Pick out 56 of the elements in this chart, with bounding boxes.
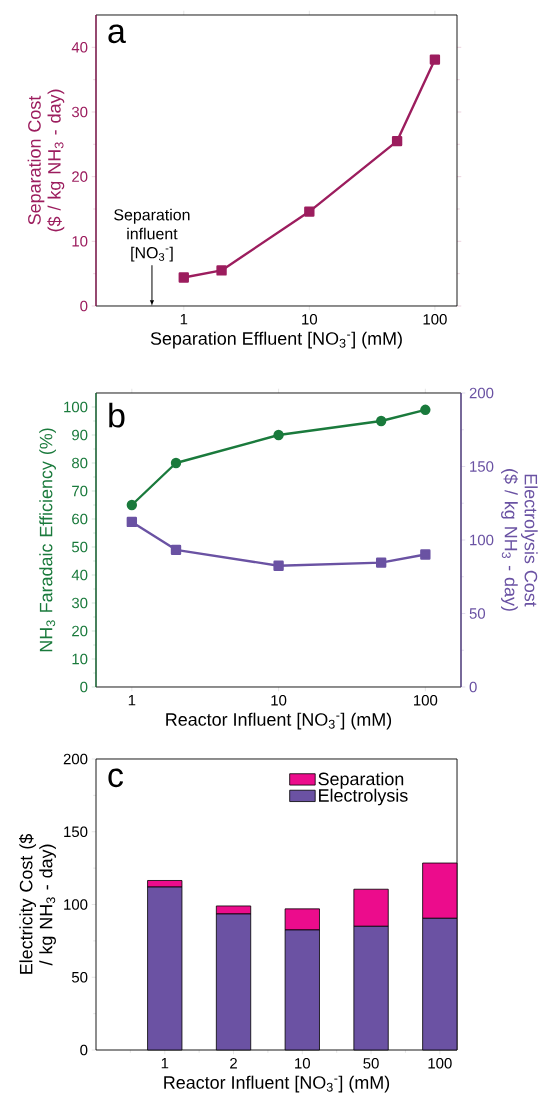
point [420,549,431,560]
y-tick-label: 90 [72,429,88,441]
y-tick-label: 40 [71,569,88,581]
y-tick-label: 70 [72,485,88,497]
y2-tick-label: 0 [469,681,477,693]
y-tick-label: 30 [71,597,88,609]
chart-title: b [109,402,125,428]
y-tick-label: 150 [64,826,88,838]
x-tick-label: 1 [161,1058,169,1069]
chart-title: c [108,768,124,788]
y-tick-label: 100 [64,899,88,910]
y-tick-label: 50 [71,971,88,983]
y2-tick-label: 150 [470,461,494,472]
y-tick-label: 10 [72,236,88,247]
x-tick-label: 10 [295,1058,311,1069]
y-tick-label: 30 [71,106,88,118]
y-tick-label: 50 [71,541,88,553]
point [429,54,441,65]
point [273,560,284,571]
y2-tick-label: 50 [469,608,486,619]
y-tick-label: 80 [72,457,88,469]
y-tick-label: 0 [80,300,88,312]
x-axis-title: Separation Effluent [NO$_{3}$$^{-}$] (mM) [150,331,402,349]
x-tick-label: 2 [230,1058,237,1069]
x-axis-title: Reactor Influent [NO$_{3}$$^{-}$] (mM) [166,712,392,730]
x-tick-label: 100 [428,1058,452,1069]
point [420,404,431,415]
chart-title: a [108,24,126,44]
point [304,206,315,217]
point [178,272,189,283]
y-tick-label: 100 [64,401,88,413]
legend-label: Electrolysis [319,788,408,806]
x-tick-label: 1 [128,695,136,706]
legend-label: Separation [318,772,404,789]
y-tick-label: 40 [71,42,88,53]
y2-tick-label: 200 [469,387,494,399]
y-tick-label: 20 [72,625,88,637]
y2-tick-label: 100 [470,534,494,546]
y-tick-label: 0 [80,1044,88,1056]
x-tick-label: 1 [180,314,188,325]
x-tick-label: 10 [302,314,318,325]
y-axis-title: NH$_{3}$ Faradaic Efficiency (%) [39,428,56,652]
annotation: Separation influent [NO$_{3}$$^{-}$] [114,208,190,262]
point [273,429,284,441]
point [126,516,138,528]
y-tick-label: 10 [72,653,88,665]
y-tick-label: 60 [72,513,88,525]
x-tick-label: 100 [414,695,438,706]
y-tick-label: 20 [72,171,88,182]
x-axis-title: Reactor Influent [NO$_{3}$$^{-}$] (mM) [164,1075,390,1093]
y-tick-label: 0 [80,681,88,693]
point [126,499,138,511]
x-tick-label: 10 [271,695,287,706]
x-tick-label: 50 [363,1058,379,1069]
x-tick-label: 100 [423,314,447,325]
y-tick-label: 200 [63,753,88,765]
